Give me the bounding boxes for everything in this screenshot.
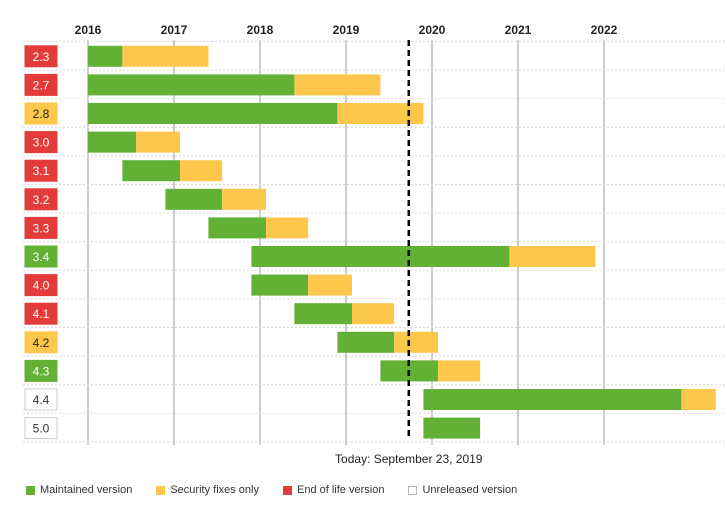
version-label: 2.3: [33, 50, 50, 64]
version-label: 5.0: [33, 422, 50, 436]
version-label: 3.0: [33, 136, 50, 150]
security-bar-4.0: [308, 274, 353, 296]
year-tick-label: 2016: [75, 23, 102, 37]
year-tick-label: 2020: [419, 23, 446, 37]
legend-label-eol: End of life version: [297, 484, 385, 496]
year-tick-label: 2022: [591, 23, 618, 37]
version-badge-3.2: [24, 188, 58, 211]
version-label: 4.2: [33, 336, 50, 350]
chart-legend: Maintained version Security fixes only E…: [26, 483, 541, 497]
version-label: 4.3: [33, 364, 50, 378]
security-bar-4.4: [681, 389, 716, 410]
security-bar-3.3: [266, 217, 309, 239]
security-bar-3.4: [509, 246, 596, 267]
security-bar-2.7: [294, 74, 381, 96]
version-badge-4.2: [24, 331, 58, 354]
security-bar-2.8: [337, 103, 424, 124]
version-badge-5.0: [24, 417, 58, 440]
version-label: 3.1: [33, 164, 50, 178]
version-badge-4.3: [24, 359, 58, 382]
version-badge-4.4: [24, 388, 58, 411]
version-badge-3.0: [24, 131, 58, 154]
legend-label-maintained: Maintained version: [40, 484, 133, 496]
legend-label-security: Security fixes only: [170, 484, 259, 496]
maintained-bar-4.2: [337, 331, 395, 353]
year-tick-label: 2018: [247, 23, 274, 37]
maintained-bar-2.3: [88, 45, 123, 67]
version-badge-4.0: [24, 274, 58, 297]
legend-swatch-eol: [283, 485, 292, 495]
today-label: Today: September 23, 2019: [335, 452, 483, 466]
year-tick-label: 2019: [333, 23, 360, 37]
legend-item-maintained: Maintained version: [26, 484, 132, 496]
legend-swatch-security: [156, 485, 166, 495]
year-tick-label: 2017: [161, 23, 188, 37]
legend-item-eol: End of life version: [283, 484, 384, 496]
security-bar-4.2: [394, 331, 439, 353]
maintained-bar-3.1: [122, 160, 181, 182]
security-bar-4.1: [352, 303, 395, 325]
version-label: 4.0: [33, 279, 50, 293]
maintained-bar-4.4: [423, 389, 682, 410]
security-bar-2.3: [122, 45, 209, 67]
legend-item-security: Security fixes only: [156, 484, 259, 496]
maintained-bar-5.0: [423, 417, 481, 439]
security-bar-3.2: [222, 188, 267, 210]
version-badge-2.8: [24, 102, 58, 125]
release-timeline-chart: 2016 2017 2018 2019 2020 2021 2022 2.3 2.7 2.8 3.0…: [23, 23, 727, 466]
version-badge-3.3: [24, 216, 58, 239]
security-bar-3.1: [180, 160, 223, 182]
maintained-bar-2.8: [88, 103, 338, 124]
version-label: 4.4: [33, 393, 50, 407]
version-label: 2.7: [33, 78, 50, 92]
maintained-bar-4.1: [294, 303, 353, 325]
maintained-bar-3.2: [165, 188, 223, 210]
version-label: 3.2: [33, 193, 50, 207]
version-badge-3.1: [24, 159, 58, 182]
legend-swatch-unreleased: [408, 485, 418, 495]
legend-item-unreleased: Unreleased version: [408, 484, 517, 496]
version-badge-3.4: [24, 245, 58, 268]
version-label: 3.3: [33, 221, 50, 235]
maintained-bar-4.0: [251, 274, 309, 296]
maintained-bar-2.7: [88, 74, 295, 96]
security-bar-3.0: [136, 131, 181, 153]
version-badge-2.7: [24, 73, 58, 96]
version-badge-4.1: [24, 302, 58, 325]
legend-swatch-maintained: [26, 485, 35, 495]
version-label: 4.1: [33, 307, 50, 321]
maintained-bar-3.3: [208, 217, 267, 239]
version-badge-2.3: [24, 45, 58, 68]
legend-label-unreleased: Unreleased version: [422, 484, 518, 496]
maintained-bar-3.4: [251, 246, 510, 267]
year-tick-label: 2021: [505, 23, 532, 37]
version-label: 3.4: [33, 250, 50, 264]
maintained-bar-3.0: [88, 131, 137, 153]
security-bar-4.3: [438, 360, 481, 382]
version-label: 2.8: [33, 107, 50, 121]
